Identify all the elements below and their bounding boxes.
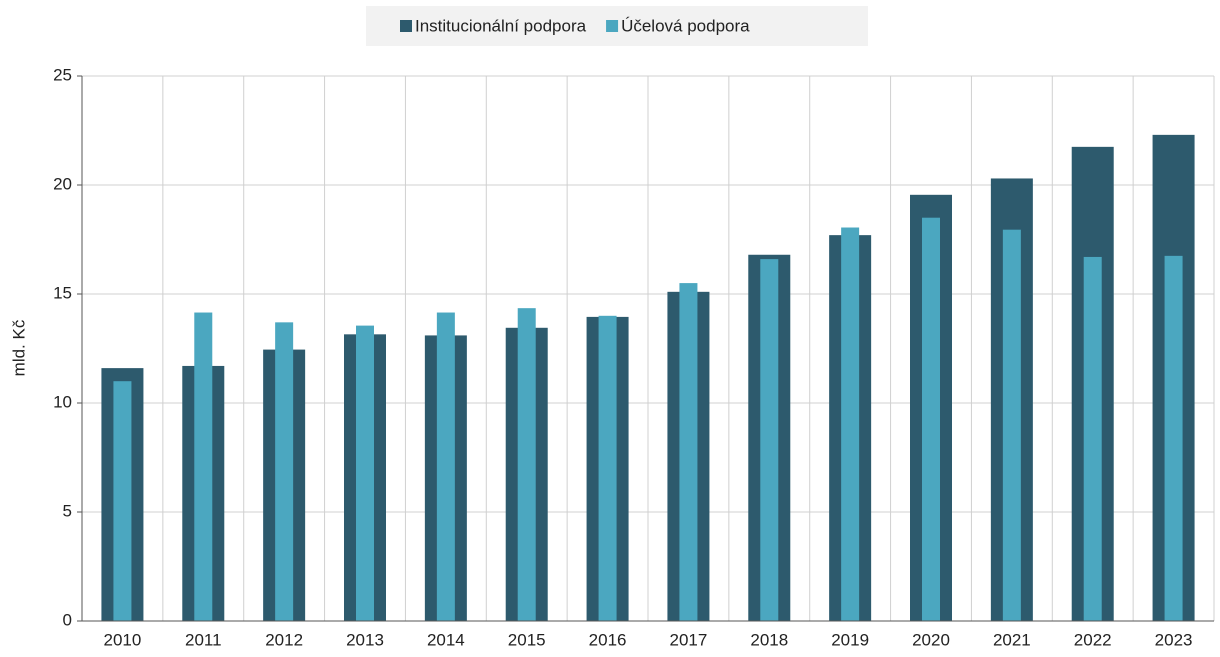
bar [517, 308, 536, 621]
bar [598, 315, 617, 621]
x-tick-label: 2015 [508, 630, 546, 649]
y-tick-label: 0 [63, 610, 72, 629]
y-tick-label: 25 [53, 65, 72, 84]
legend-swatch [606, 20, 619, 32]
x-tick-label: 2018 [750, 630, 788, 649]
bar [275, 322, 294, 621]
legend-label: Institucionální podpora [415, 16, 587, 35]
x-tick-label: 2017 [670, 630, 708, 649]
bar [841, 227, 860, 621]
bar [194, 312, 213, 621]
x-tick-label: 2012 [265, 630, 303, 649]
bar [1164, 255, 1183, 621]
y-axis-label: mld. Kč [9, 319, 28, 376]
legend-swatch [400, 20, 412, 32]
bar [679, 283, 698, 621]
y-tick-label: 10 [53, 392, 72, 411]
x-tick-label: 2020 [912, 630, 950, 649]
x-tick-label: 2023 [1155, 630, 1193, 649]
bar [356, 325, 374, 621]
y-tick-label: 20 [53, 174, 72, 193]
x-tick-label: 2019 [831, 630, 869, 649]
bar [1002, 229, 1021, 621]
x-tick-label: 2021 [993, 630, 1031, 649]
bar [436, 312, 455, 621]
x-tick-label: 2010 [104, 630, 142, 649]
y-tick-label: 15 [53, 283, 72, 302]
x-tick-label: 2014 [427, 630, 465, 649]
x-tick-label: 2022 [1074, 630, 1112, 649]
legend-label: Účelová podpora [621, 16, 750, 35]
bar [113, 381, 132, 621]
x-tick-label: 2016 [589, 630, 627, 649]
bar [1083, 256, 1102, 621]
x-tick-label: 2013 [346, 630, 384, 649]
x-tick-label: 2011 [185, 630, 222, 649]
bar [922, 217, 940, 621]
y-tick-label: 5 [63, 501, 72, 520]
bar [760, 259, 779, 621]
